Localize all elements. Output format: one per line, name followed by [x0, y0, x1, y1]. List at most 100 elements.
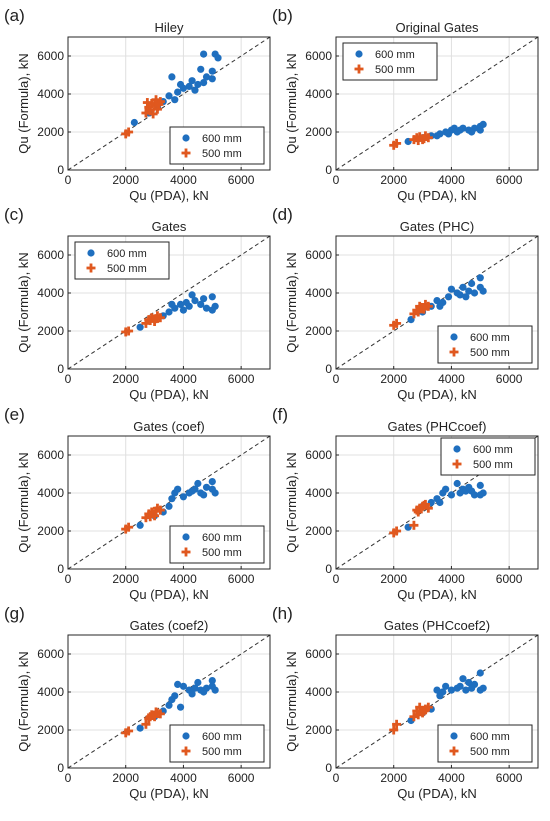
y-tick-label: 2000 — [37, 723, 64, 737]
x-tick-label: 0 — [65, 372, 72, 386]
point-600mm — [459, 675, 467, 683]
y-axis-label: Qu (Formula), kN — [16, 53, 31, 153]
panel-label: (f) — [272, 405, 288, 424]
chart-panel-c: 0 2000 4000 6000 0 2000 4000 6000 Gates Qu (PDA),… — [4, 205, 271, 402]
x-tick-label: 4000 — [170, 771, 197, 785]
legend-box — [342, 42, 438, 81]
point-600mm — [470, 289, 479, 297]
legend-marker-500mm — [181, 148, 191, 158]
point-500mm — [423, 702, 433, 712]
point-600mm — [433, 686, 441, 694]
legend-box — [440, 437, 536, 476]
legend-marker-600mm — [450, 732, 458, 740]
axes-frame — [335, 235, 539, 370]
legend: 600 mm 500 mm — [342, 42, 438, 81]
point-500mm — [419, 500, 429, 510]
point-500mm — [142, 98, 152, 108]
point-500mm — [144, 102, 154, 112]
data-points — [389, 669, 487, 735]
point-500mm — [415, 132, 425, 142]
legend-marker-500mm — [449, 347, 459, 357]
x-tick-label: 2000 — [112, 771, 139, 785]
legend-label: 600 mm — [202, 133, 242, 145]
point-600mm — [188, 77, 196, 85]
point-600mm — [168, 495, 176, 503]
legend: 600 mm 500 mm — [169, 724, 265, 763]
point-600mm — [476, 283, 484, 291]
legend-box — [74, 241, 170, 280]
x-tick-label: 6000 — [496, 372, 523, 386]
point-500mm — [413, 507, 423, 517]
legend-marker-600mm — [87, 249, 95, 257]
point-600mm — [444, 293, 453, 301]
legend-marker-600mm — [450, 333, 458, 341]
data-points — [389, 479, 487, 538]
point-600mm — [462, 686, 470, 694]
y-tick-label: 2000 — [305, 324, 332, 338]
legend-marker-600mm — [355, 50, 363, 58]
legend: 600 mm 500 mm — [169, 126, 265, 165]
point-600mm — [130, 118, 138, 127]
point-500mm — [154, 99, 164, 109]
point-600mm — [194, 80, 202, 89]
legend-label: 600 mm — [375, 49, 415, 61]
x-tick-label: 4000 — [438, 771, 465, 785]
y-axis-label: Qu (Formula), kN — [16, 452, 31, 552]
axes-frame — [335, 36, 539, 171]
legend: 600 mm 500 mm — [169, 525, 265, 564]
y-tick-label: 0 — [325, 163, 332, 177]
point-600mm — [191, 297, 199, 305]
y-tick-label: 0 — [325, 761, 332, 775]
point-500mm — [121, 524, 131, 534]
point-500mm — [420, 704, 430, 714]
point-600mm — [200, 79, 208, 87]
point-600mm — [476, 481, 484, 489]
x-axis-label: Qu (PDA), kN — [397, 587, 476, 602]
point-500mm — [413, 307, 423, 317]
point-600mm — [476, 491, 484, 499]
legend-label: 500 mm — [107, 263, 147, 275]
point-600mm — [200, 50, 208, 58]
point-500mm — [423, 503, 433, 513]
point-600mm — [479, 120, 487, 128]
x-tick-label: 6000 — [496, 572, 523, 586]
legend-box — [437, 724, 533, 763]
legend-label: 500 mm — [470, 347, 510, 359]
point-600mm — [433, 132, 441, 140]
point-600mm — [433, 297, 441, 305]
x-tick-label: 0 — [333, 173, 340, 187]
point-600mm — [202, 73, 211, 81]
x-tick-label: 4000 — [438, 372, 465, 386]
axes-frame — [335, 634, 539, 769]
point-600mm — [202, 304, 211, 312]
point-600mm — [476, 669, 484, 677]
point-500mm — [420, 131, 430, 141]
x-tick-label: 4000 — [438, 173, 465, 187]
point-500mm — [409, 520, 419, 530]
point-500mm — [147, 710, 157, 720]
point-600mm — [208, 293, 216, 301]
point-600mm — [197, 300, 205, 308]
point-500mm — [415, 503, 425, 513]
point-600mm — [476, 274, 484, 282]
point-500mm — [144, 509, 154, 519]
point-600mm — [188, 487, 196, 495]
point-500mm — [415, 301, 425, 311]
data-points — [389, 120, 487, 150]
axes-frame — [67, 435, 271, 570]
legend-marker-500mm — [354, 64, 364, 74]
legend-box — [169, 525, 265, 564]
point-600mm — [468, 487, 476, 495]
point-500mm — [141, 719, 151, 729]
x-tick-label: 2000 — [380, 372, 407, 386]
point-500mm — [152, 311, 162, 321]
x-tick-label: 6000 — [228, 771, 255, 785]
point-500mm — [409, 712, 419, 722]
y-tick-label: 6000 — [37, 49, 64, 63]
point-600mm — [442, 682, 450, 690]
y-tick-label: 4000 — [37, 87, 64, 101]
x-tick-label: 6000 — [228, 372, 255, 386]
point-600mm — [200, 491, 208, 499]
x-axis-label: Qu (PDA), kN — [397, 786, 476, 801]
legend-label: 600 mm — [470, 332, 510, 344]
